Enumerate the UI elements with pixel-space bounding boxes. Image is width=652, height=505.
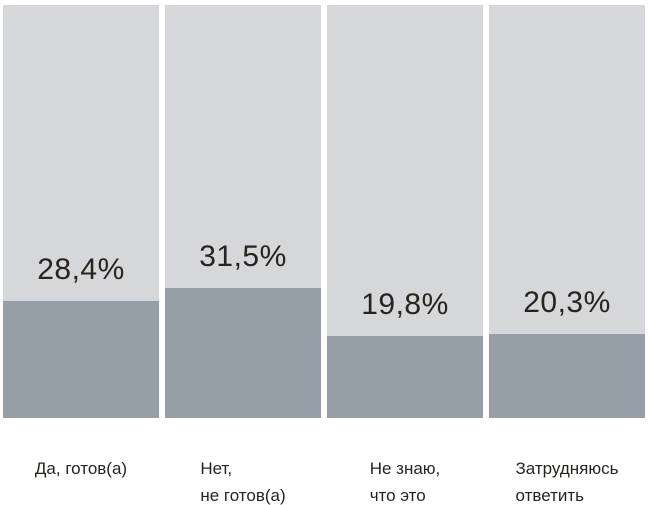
bar-fill	[165, 287, 321, 418]
bar-column-hard-to-answer: 20,3%	[489, 5, 645, 418]
bar-fill	[489, 334, 645, 418]
value-label: 28,4%	[37, 252, 125, 286]
category-line: ответить	[515, 486, 585, 505]
category-labels-row: Да, готов(а) Нет, не готов(а) Не знаю, ч…	[3, 455, 645, 505]
category-label-not-ready: Нет, не готов(а)	[165, 455, 321, 505]
bar-fill	[3, 300, 159, 418]
category-line: Да, готов(а)	[34, 459, 128, 478]
bars-row: 28,4% 31,5% 19,8% 20,3%	[3, 5, 645, 418]
bar-fill	[327, 336, 483, 418]
category-line: не готов(а)	[200, 486, 286, 505]
survey-bar-chart: 28,4% 31,5% 19,8% 20,3% Да, готов(а) Нет…	[0, 5, 652, 505]
category-line: Не знаю,	[369, 459, 441, 478]
bar-column-yes-ready: 28,4%	[3, 5, 159, 418]
value-label: 20,3%	[523, 286, 611, 320]
category-label-hard-to-answer: Затрудняюсь ответить	[489, 455, 645, 505]
value-label: 31,5%	[199, 239, 287, 273]
category-label-dont-know: Не знаю, что это	[327, 455, 483, 505]
category-line: Нет,	[200, 459, 233, 478]
bar-column-not-ready: 31,5%	[165, 5, 321, 418]
category-line: Затрудняюсь	[515, 459, 619, 478]
value-label: 19,8%	[361, 288, 449, 322]
category-line: что это	[369, 486, 426, 505]
bar-column-dont-know: 19,8%	[327, 5, 483, 418]
category-label-yes-ready: Да, готов(а)	[3, 455, 159, 505]
